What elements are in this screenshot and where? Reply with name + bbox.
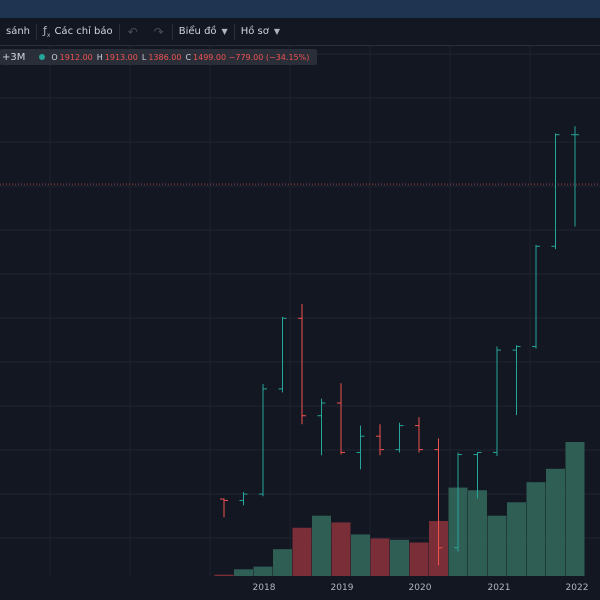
x-axis-tick-label: 2019 [331, 583, 354, 593]
toolbar-divider [36, 23, 38, 40]
low-value: 1386.00 [148, 52, 182, 62]
indicators-button[interactable]: ƒx Các chỉ báo [37, 18, 119, 45]
x-axis-tick-label: 2022 [566, 583, 589, 593]
high-value: 1913.00 [104, 52, 138, 62]
volume-bar [526, 482, 546, 576]
redo-button[interactable]: ↷ [146, 18, 172, 45]
x-axis-tick-label: 2018 [253, 583, 276, 593]
interval-label: +3M [2, 51, 26, 63]
volume-bar [487, 515, 507, 576]
profile-label: Hồ sơ [240, 26, 269, 37]
volume-bar [468, 490, 487, 576]
chevron-down-icon: ▼ [273, 27, 281, 36]
market-status-dot [39, 54, 46, 60]
chart-type-button[interactable]: Biểu đồ ▼ [173, 18, 234, 45]
high-key: H [96, 52, 103, 62]
chevron-down-icon: ▼ [221, 27, 228, 36]
volume-bar [273, 549, 292, 576]
volume-bar [312, 515, 331, 576]
function-icon: ƒx [43, 23, 51, 40]
volume-bar [253, 566, 273, 576]
low-key: L [141, 52, 147, 62]
x-axis-tick-label: 2020 [409, 583, 432, 593]
chart-toolbar: sánh ƒx Các chỉ báo ↶ ↷ Biểu đồ ▼ Hồ sơ … [0, 18, 600, 46]
volume-bar [292, 527, 312, 576]
profile-button[interactable]: Hồ sơ ▼ [235, 18, 286, 45]
compare-label: sánh [6, 26, 31, 37]
volume-bar [507, 502, 526, 576]
undo-button[interactable]: ↶ [120, 18, 146, 45]
compare-button[interactable]: sánh [0, 18, 36, 45]
undo-icon: ↶ [127, 24, 138, 39]
close-key: C [185, 52, 192, 62]
ohlc-legend: +3M O 1912.00 H 1913.00 L 1386.00 C 1499… [0, 49, 318, 65]
volume-bar [565, 442, 585, 576]
volume-bar [370, 538, 390, 576]
window-top-bar [0, 0, 600, 18]
chart-type-label: Biểu đồ [178, 26, 217, 37]
volume-bar [351, 534, 370, 576]
price-chart[interactable]: 2018 2019 2020 2021 2022 [0, 46, 600, 600]
x-axis-tick-label: 2021 [488, 583, 511, 593]
volume-bar [409, 542, 429, 576]
open-key: O [51, 52, 58, 62]
volume-bar [214, 574, 234, 576]
volume-bar [390, 539, 409, 576]
toolbar-divider [171, 23, 173, 40]
close-value: 1499.00 −779.00 (−34.15%) [193, 52, 310, 62]
volume-bar [234, 569, 253, 576]
volume-bar [546, 468, 565, 576]
redo-icon: ↷ [153, 24, 164, 39]
toolbar-divider [118, 23, 120, 40]
open-value: 1912.00 [59, 52, 93, 62]
indicators-label: Các chỉ báo [54, 26, 113, 37]
volume-bar [331, 522, 351, 576]
toolbar-divider [233, 23, 235, 40]
